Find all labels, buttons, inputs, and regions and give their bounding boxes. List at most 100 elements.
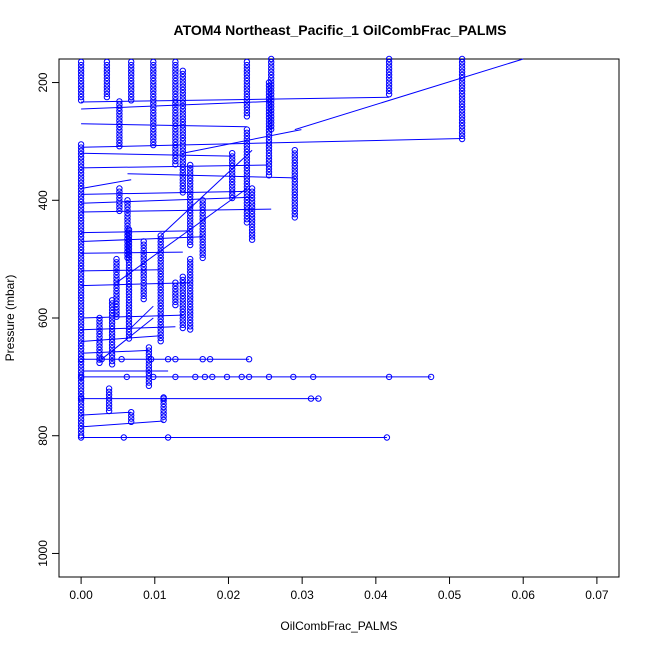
data-point	[187, 297, 194, 304]
data-point	[77, 330, 85, 337]
data-point	[77, 68, 85, 75]
data-point	[150, 135, 157, 142]
data-point	[199, 219, 206, 226]
data-point	[268, 107, 275, 114]
data-point	[243, 58, 251, 66]
data-point	[116, 101, 123, 108]
data-line	[81, 123, 247, 128]
data-point	[268, 97, 275, 104]
data-point	[187, 209, 194, 217]
data-point	[206, 356, 214, 363]
data-point	[187, 294, 194, 301]
x-tick-label: 0.07	[585, 588, 609, 602]
data-point	[77, 298, 85, 305]
data-point	[268, 110, 275, 117]
data-point	[265, 162, 273, 169]
data-point	[179, 163, 187, 171]
data-point	[172, 129, 179, 136]
data-point	[140, 238, 147, 245]
data-point	[140, 276, 147, 284]
data-point	[172, 289, 179, 296]
data-point	[77, 176, 85, 183]
data-point	[77, 218, 85, 225]
data-point	[150, 71, 157, 78]
data-point	[187, 222, 194, 230]
data-point	[187, 268, 194, 276]
data-point	[157, 245, 164, 252]
data-point	[96, 314, 103, 322]
data-point	[157, 248, 164, 255]
data-point	[243, 81, 251, 88]
data-point	[458, 94, 466, 101]
data-point	[243, 139, 251, 146]
data-point	[77, 317, 85, 324]
data-point	[179, 182, 187, 190]
data-point	[229, 175, 236, 183]
data-point	[113, 275, 120, 282]
data-point	[160, 416, 167, 424]
plot-area	[77, 55, 524, 441]
data-point	[243, 145, 251, 153]
data-point	[172, 71, 179, 78]
data-point	[77, 166, 85, 174]
data-point	[108, 335, 116, 342]
data-point	[77, 230, 85, 238]
data-point	[157, 296, 164, 303]
data-point	[187, 177, 194, 185]
data-point	[77, 262, 85, 270]
data-point	[157, 318, 164, 326]
data-point	[458, 59, 466, 66]
data-point	[248, 220, 256, 227]
data-point	[77, 294, 85, 302]
data-point	[116, 104, 123, 112]
data-point	[150, 109, 157, 117]
data-point	[243, 129, 251, 137]
data-point	[179, 150, 187, 158]
data-line	[182, 129, 302, 154]
data-point	[77, 326, 85, 334]
data-point	[113, 287, 120, 295]
data-point	[179, 80, 187, 87]
data-point	[77, 259, 85, 266]
data-point	[172, 93, 179, 101]
data-point	[291, 211, 298, 218]
data-point	[108, 354, 116, 362]
data-point	[187, 181, 194, 188]
data-point	[157, 261, 164, 268]
data-point	[157, 283, 164, 290]
data-point	[113, 284, 120, 292]
data-point	[315, 395, 322, 402]
data-point	[128, 97, 135, 104]
data-point	[125, 309, 133, 317]
data-point	[77, 157, 85, 164]
data-point	[77, 250, 85, 257]
data-line	[81, 269, 161, 272]
data-point	[187, 307, 194, 314]
data-point	[179, 315, 187, 322]
data-point	[103, 90, 111, 98]
data-point	[145, 373, 153, 380]
data-point	[150, 58, 157, 66]
data-point	[145, 344, 153, 351]
data-point	[458, 81, 466, 88]
data-point	[77, 147, 85, 155]
data-point	[238, 373, 245, 381]
data-point	[116, 191, 123, 199]
data-point	[103, 58, 111, 66]
data-point	[77, 93, 85, 101]
data-point	[145, 369, 153, 377]
data-point	[243, 61, 251, 69]
data-point	[291, 156, 298, 164]
data-point	[385, 59, 393, 66]
data-point	[179, 112, 187, 119]
data-point	[187, 255, 194, 263]
data-point	[172, 122, 179, 130]
data-point	[140, 267, 147, 274]
y-tick-label: 1000	[36, 540, 50, 567]
data-point	[458, 113, 466, 120]
data-point	[265, 156, 273, 163]
data-point	[128, 74, 135, 82]
data-point	[458, 110, 466, 117]
data-point	[248, 214, 256, 221]
data-point	[179, 102, 187, 110]
